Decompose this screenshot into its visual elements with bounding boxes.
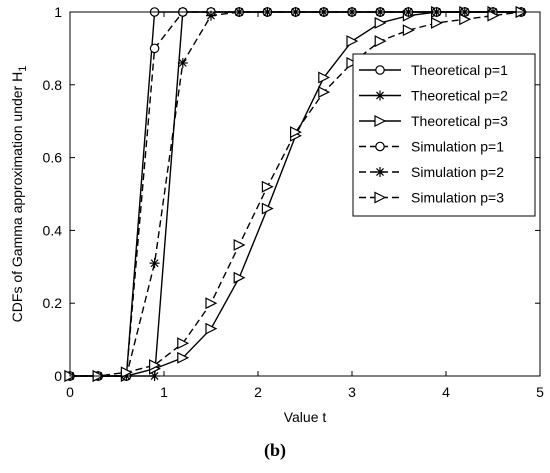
data-point-s3-4 [177, 351, 190, 364]
y-tick-label: 0.4 [43, 222, 63, 238]
data-point-s3-5 [205, 322, 218, 335]
y-tick-label: 0.8 [43, 77, 63, 93]
data-point-s6-10 [346, 56, 359, 69]
legend-box [352, 53, 536, 217]
data-point-s3-10 [346, 35, 359, 48]
figure-caption: (b) [264, 440, 286, 460]
data-point-s6-2 [120, 366, 133, 379]
legend-entry-4: Simulation p=1 [411, 139, 504, 155]
data-point-s6-7 [261, 180, 274, 193]
data-point-s6-12 [402, 24, 415, 37]
data-point-s6-8 [290, 126, 302, 139]
x-tick-label: 0 [66, 384, 74, 400]
legend: Theoretical p=1 Theoretical p=2 Theoretica… [352, 53, 536, 217]
legend-marker-3 [374, 115, 387, 127]
y-axis-label: CDFs of Gamma approximation under H1 [9, 66, 29, 323]
legend-marker-5 [375, 167, 385, 177]
data-point-s3-7 [261, 202, 274, 215]
y-axis-label-subscript: 1 [17, 66, 29, 72]
data-point-s6-5 [205, 297, 218, 310]
legend-marker-2 [375, 90, 385, 101]
y-axis-label-main: CDFs of Gamma approximation under H [9, 72, 25, 323]
data-point-s6-15 [487, 9, 500, 22]
x-tick-label: 3 [348, 384, 356, 400]
legend-entry-2: Theoretical p=2 [411, 88, 508, 104]
legend-entry-6: Simulation p=3 [411, 190, 504, 206]
axis-labels: Value t CDFs of Gamma approximation under… [9, 66, 326, 425]
data-point-s5-3 [149, 258, 160, 269]
x-axis-label: Value t [284, 409, 327, 425]
data-point-s3-6 [233, 271, 246, 284]
series-line-6 [70, 11, 522, 377]
x-tick-label: 2 [254, 384, 262, 400]
legend-entry-1: Theoretical p=1 [411, 62, 508, 78]
legend-entry-3: Theoretical p=3 [411, 113, 508, 129]
data-point-s6-14 [459, 13, 472, 26]
data-point-s4-3 [149, 43, 160, 54]
legend-marker-4 [375, 141, 385, 152]
y-tick-label: 0 [54, 368, 62, 384]
legend-entry-5: Simulation p=2 [411, 164, 504, 180]
data-point-s5-4 [177, 57, 188, 68]
legend-marker-1 [375, 65, 385, 75]
data-point-s6-4 [177, 337, 190, 350]
plot-frame [69, 11, 541, 377]
data-point-s6-11 [374, 35, 387, 48]
data-point-s6-3 [149, 359, 161, 372]
axes: 0 1 2 3 4 5 0 0.2 0.4 0.6 0.8 1 [43, 4, 545, 400]
x-tick-label: 4 [442, 384, 450, 400]
cdf-chart: 0 1 2 3 4 500.20.40.60.81 Theoretical p=1Theo… [9, 4, 545, 425]
data-point-s6-13 [431, 16, 443, 29]
x-tick-label: 5 [536, 384, 544, 400]
data-point-s3-11 [374, 16, 387, 29]
legend-marker-6 [374, 191, 387, 204]
y-tick-label: 0.2 [43, 295, 63, 311]
y-tick-label: 1 [54, 4, 62, 20]
data-point-s3-9 [318, 71, 331, 84]
y-tick-label: 0.6 [43, 150, 63, 166]
x-tick-label: 1 [160, 384, 168, 400]
data-point-s6-9 [318, 86, 331, 99]
data-point-s6-6 [233, 238, 246, 251]
